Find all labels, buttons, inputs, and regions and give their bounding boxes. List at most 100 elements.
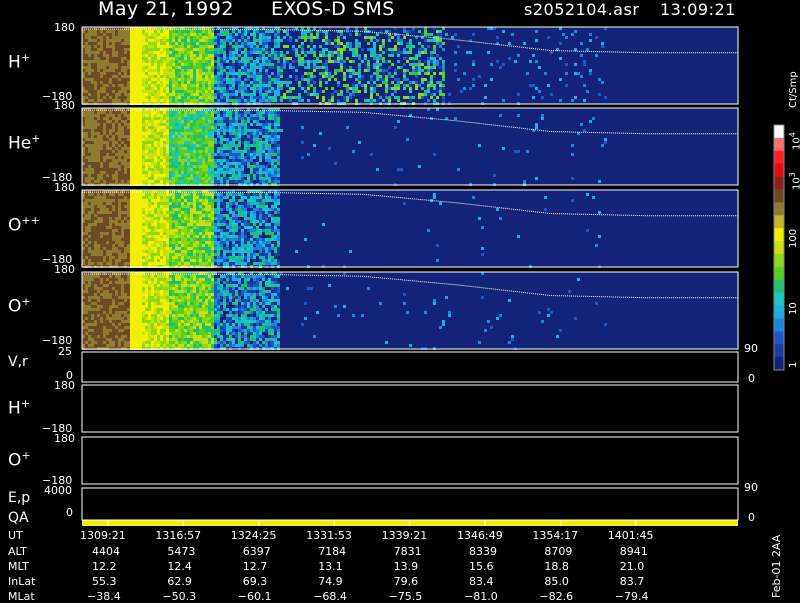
ytick-top-vr: 25 [58, 346, 72, 357]
ephemeris-cell: 69.3 [243, 576, 268, 587]
panel-label-vr: V,r [8, 355, 28, 369]
ephemeris-cell: 74.9 [318, 576, 343, 587]
colorbar-swatch [774, 189, 784, 202]
ephemeris-label: InLat [8, 576, 35, 587]
ephemeris-cell: 1331:53 [306, 530, 352, 541]
colorbar [774, 125, 784, 371]
ephemeris-cell: 85.0 [544, 576, 569, 587]
ytick-right-top-vr: 90 [744, 343, 758, 354]
ephemeris-cell: 21.0 [620, 561, 645, 572]
spectrogram-O++ [82, 190, 738, 268]
ytick-top-o-plus: 180 [54, 264, 75, 275]
panel-label-ep: E,p [8, 491, 30, 505]
ephemeris-cell: 1346:49 [457, 530, 503, 541]
side-note: Feb-01 2AA [770, 535, 783, 598]
ephemeris-cell: 79.6 [394, 576, 419, 587]
ephemeris-cell: 6397 [243, 546, 271, 557]
heatmap-layer [82, 27, 738, 350]
colorbar-swatch [774, 331, 784, 344]
ephemeris-cell: −81.0 [464, 591, 498, 602]
ytick-top-h-plus-angle: 180 [54, 380, 75, 391]
ephemeris-cell: 7184 [318, 546, 346, 557]
ephemeris-cell: 83.7 [620, 576, 645, 587]
ytick-top-ep: 4000 [44, 485, 72, 496]
colorbar-swatch [774, 241, 784, 254]
angle-panel-frame [82, 437, 738, 484]
ephemeris-cell: 1401:45 [608, 530, 654, 541]
ephemeris-cell: −60.1 [238, 591, 272, 602]
colorbar-swatch [774, 125, 784, 138]
ephemeris-cell: 13.1 [318, 561, 343, 572]
ytick-top-he-plus: 180 [54, 100, 75, 111]
plot-instrument: EXOS-D SMS [271, 0, 395, 19]
panel-label-o-plus-plus: O++ [8, 215, 40, 235]
colorbar-tick-label: 1 [788, 362, 799, 368]
spectrogram-H+ [82, 27, 738, 105]
colorbar-tick-label: 103 [788, 172, 800, 190]
ephemeris-cell: 8941 [620, 546, 648, 557]
ytick-top-h-plus: 180 [54, 22, 75, 33]
ephemeris-cell: 62.9 [167, 576, 192, 587]
plot-time: 13:09:21 [660, 2, 736, 18]
ep-frame [82, 488, 738, 520]
plot-date: May 21, 1992 [98, 0, 234, 19]
ephemeris-cell: 1316:57 [155, 530, 201, 541]
panel-label-h-plus-angle: H+ [8, 398, 30, 418]
ytick-right-bot-ep: 0 [748, 512, 755, 523]
colorbar-tick-label: 104 [788, 132, 800, 150]
colorbar-swatch [774, 318, 784, 331]
ephemeris-cell: 1354:17 [532, 530, 578, 541]
colorbar-swatch [774, 215, 784, 228]
colorbar-swatch [774, 306, 784, 319]
ephemeris-cell: −68.4 [313, 591, 347, 602]
ephemeris-cell: 12.2 [92, 561, 117, 572]
panel-label-he-plus: He+ [8, 133, 40, 153]
ephemeris-cell: 12.4 [167, 561, 192, 572]
colorbar-swatch [774, 164, 784, 177]
colorbar-swatch [774, 280, 784, 293]
colorbar-tick-label: 100 [788, 229, 799, 248]
ephemeris-cell: 83.4 [469, 576, 494, 587]
colorbar-swatch [774, 344, 784, 357]
ephemeris-cell: 55.3 [92, 576, 117, 587]
ephemeris-label: UT [8, 530, 23, 541]
colorbar-swatch [774, 228, 784, 241]
ephemeris-cell: −75.5 [389, 591, 423, 602]
colorbar-swatch [774, 151, 784, 164]
ephemeris-cell: 15.6 [469, 561, 494, 572]
panel-label-o-plus-angle: O+ [8, 450, 31, 470]
ytick-top-o-plus-plus: 180 [54, 182, 75, 193]
ytick-right-bot-vr: 0 [748, 373, 755, 384]
ytick-right-top-ep: 90 [744, 482, 758, 493]
ephemeris-cell: −82.6 [539, 591, 573, 602]
angle-panel-frame [82, 385, 738, 432]
spectrogram-O+ [82, 272, 738, 350]
vr-frame [82, 352, 738, 382]
ephemeris-cell: 13.9 [394, 561, 419, 572]
ephemeris-cell: 1309:21 [80, 530, 126, 541]
panel-label-h-plus: H+ [8, 52, 30, 72]
ephemeris-label: MLT [8, 561, 29, 572]
ephemeris-cell: 18.8 [544, 561, 569, 572]
plot-file: s2052104.asr [524, 2, 639, 18]
colorbar-swatch [774, 177, 784, 190]
ephemeris-label: MLat [8, 591, 35, 602]
ephemeris-cell: 7831 [394, 546, 422, 557]
ephemeris-cell: 12.7 [243, 561, 268, 572]
ephemeris-cell: 4404 [92, 546, 120, 557]
panel-label-o-plus: O+ [8, 296, 31, 316]
ephemeris-cell: 5473 [167, 546, 195, 557]
panel-label-qa: QA [8, 511, 29, 525]
ephemeris-cell: −38.4 [87, 591, 121, 602]
ephemeris-cell: 1339:21 [382, 530, 428, 541]
ephemeris-label: ALT [8, 546, 27, 557]
colorbar-swatch [774, 357, 784, 370]
colorbar-swatch [774, 202, 784, 215]
ephemeris-cell: −50.3 [162, 591, 196, 602]
colorbar-swatch [774, 254, 784, 267]
colorbar-swatch [774, 138, 784, 151]
colorbar-swatch [774, 267, 784, 280]
ephemeris-cell: 8339 [469, 546, 497, 557]
ephemeris-cell: 1324:25 [231, 530, 277, 541]
